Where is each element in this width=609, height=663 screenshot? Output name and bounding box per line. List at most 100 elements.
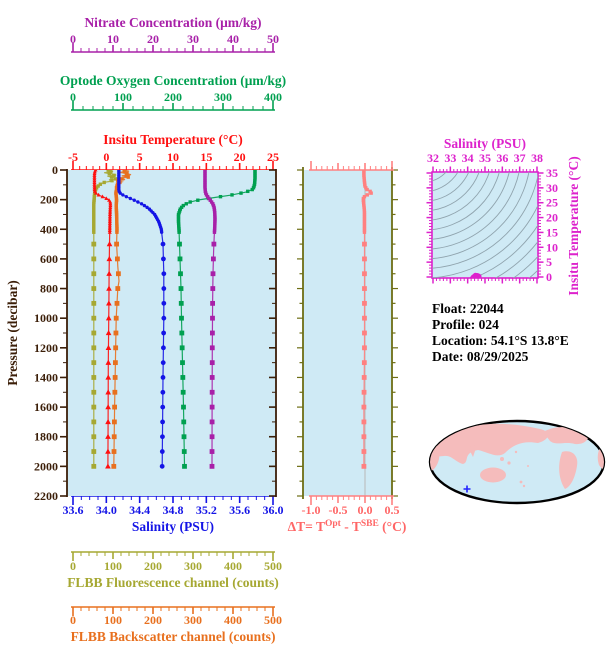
data-marker (361, 360, 367, 366)
data-marker (105, 448, 111, 454)
data-marker (115, 184, 119, 188)
map-island (519, 480, 523, 484)
data-marker (210, 286, 216, 291)
temperature-profile-series (92, 170, 113, 469)
tick-label: 0 (70, 559, 76, 573)
data-marker (92, 214, 96, 218)
tick-label: 1400 (34, 370, 58, 384)
data-marker (252, 184, 256, 188)
data-marker (111, 449, 117, 454)
data-marker (92, 171, 97, 176)
pressure-axis-title: Pressure (decibar) (5, 280, 20, 386)
data-marker (362, 345, 367, 351)
backscatter-axis-title: FLBB Backscatter channel (counts) (71, 629, 276, 644)
salinity-profile-series (117, 170, 167, 469)
map-island (507, 461, 511, 465)
data-marker (362, 170, 366, 174)
tick-label: 1600 (34, 400, 58, 414)
delta-t-axis-title: ΔT= TOpt - TSBE (°C) (288, 519, 407, 534)
data-marker (159, 230, 164, 234)
data-marker (212, 226, 217, 231)
data-marker (142, 203, 147, 208)
data-marker (361, 196, 366, 201)
data-marker (114, 212, 119, 217)
data-marker (210, 271, 216, 277)
data-marker (176, 218, 181, 222)
tick-label: 35 (546, 166, 558, 180)
tick-label: 5 (546, 255, 552, 269)
tick-label: 0 (70, 613, 76, 627)
data-marker (91, 286, 97, 291)
data-marker (108, 203, 113, 208)
tick-label: 34.8 (163, 503, 184, 517)
float-id-line: Float: 22044 (432, 301, 504, 316)
data-marker (181, 404, 186, 410)
data-marker (160, 419, 165, 425)
data-marker (362, 300, 367, 306)
data-marker (92, 170, 97, 174)
data-marker (362, 194, 367, 199)
data-marker (362, 171, 366, 176)
data-marker (204, 193, 209, 197)
data-marker (94, 186, 99, 190)
tick-label: 800 (40, 282, 58, 296)
data-marker (114, 186, 119, 190)
data-marker (91, 360, 97, 366)
fluorescence-axis: 0 100 200 300 400 500 (70, 551, 282, 573)
data-marker (178, 207, 182, 211)
data-marker (126, 175, 130, 179)
data-marker (246, 189, 250, 194)
backscatter-profile-series (111, 170, 132, 469)
tick-label: 35 (479, 151, 491, 165)
data-marker (111, 434, 117, 440)
data-marker (203, 187, 207, 192)
tick-label: 20 (546, 211, 558, 225)
profile-number-line: Profile: 024 (432, 317, 499, 332)
data-marker (213, 225, 217, 229)
data-marker (106, 170, 110, 172)
ts-salinity-title: Salinity (PSU) (444, 136, 526, 151)
tick-label: 600 (40, 252, 58, 266)
data-marker (91, 345, 97, 351)
ts-curve-head (472, 272, 479, 278)
data-marker (188, 200, 192, 204)
data-marker (161, 315, 167, 321)
map-island (527, 465, 529, 467)
data-marker (361, 198, 366, 202)
map-island (514, 450, 518, 454)
delta-panel-background (303, 170, 392, 496)
data-marker (362, 241, 367, 247)
data-marker (211, 203, 216, 208)
data-marker (211, 256, 216, 262)
tick-label: 300 (184, 559, 202, 573)
data-marker (92, 209, 96, 213)
data-marker (362, 205, 366, 210)
data-marker (114, 300, 120, 306)
data-marker (362, 286, 367, 291)
data-marker (113, 330, 119, 336)
data-marker (209, 360, 215, 366)
data-marker (362, 178, 367, 183)
tick-label: 400 (264, 90, 282, 104)
data-marker (105, 344, 112, 350)
map-island (500, 457, 504, 461)
data-marker (124, 194, 129, 199)
data-marker (203, 171, 207, 176)
tick-label: -1.0 (302, 503, 321, 517)
data-marker (161, 286, 167, 291)
data-marker (209, 419, 215, 425)
tick-label: 500 (264, 559, 282, 573)
data-marker (361, 419, 367, 425)
data-marker (203, 189, 208, 194)
data-marker (362, 216, 367, 220)
data-marker (250, 187, 254, 192)
data-marker (91, 419, 97, 425)
data-marker (115, 221, 119, 226)
data-marker (361, 200, 366, 204)
data-marker (108, 206, 113, 211)
tick-label: 20 (147, 32, 159, 46)
data-marker (210, 300, 215, 306)
data-marker (213, 214, 217, 218)
data-marker (91, 315, 97, 321)
data-marker (180, 375, 186, 380)
